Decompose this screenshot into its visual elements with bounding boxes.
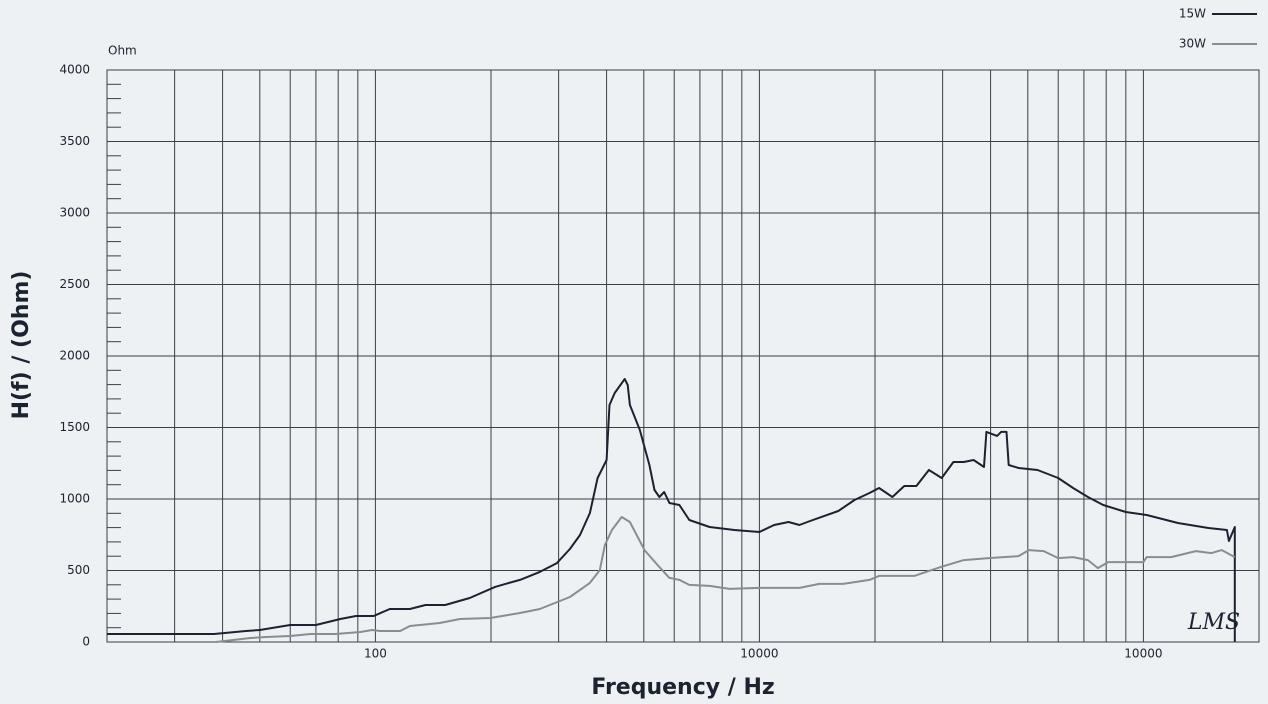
y-tick-label: 1500	[59, 420, 90, 434]
y-tick-label: 4000	[59, 63, 90, 77]
y-tick-label: 2500	[59, 277, 90, 291]
x-tick-label: 100	[364, 647, 387, 661]
y-tick-label: 500	[67, 563, 90, 577]
y-tick-label: 1000	[59, 492, 90, 506]
series-line	[215, 516, 1236, 643]
x-tick-label: 10000	[1124, 647, 1162, 661]
x-axis-title: Frequency / Hz	[591, 675, 774, 700]
series-line	[107, 378, 1236, 642]
y-tick-label: 3000	[59, 206, 90, 220]
plot-frame	[106, 69, 1260, 643]
y-axis-title: H(f) / (Ohm)	[9, 271, 34, 420]
legend-label: 30W	[1179, 37, 1206, 51]
y-unit: Ohm	[108, 44, 137, 58]
y-tick-label: 2000	[59, 349, 90, 363]
y-tick-label: 0	[82, 635, 90, 649]
y-tick-label: 3500	[59, 134, 90, 148]
watermark: LMS	[1187, 610, 1240, 635]
legend-label: 15W	[1179, 7, 1206, 21]
x-tick-label: 10000	[740, 647, 778, 661]
